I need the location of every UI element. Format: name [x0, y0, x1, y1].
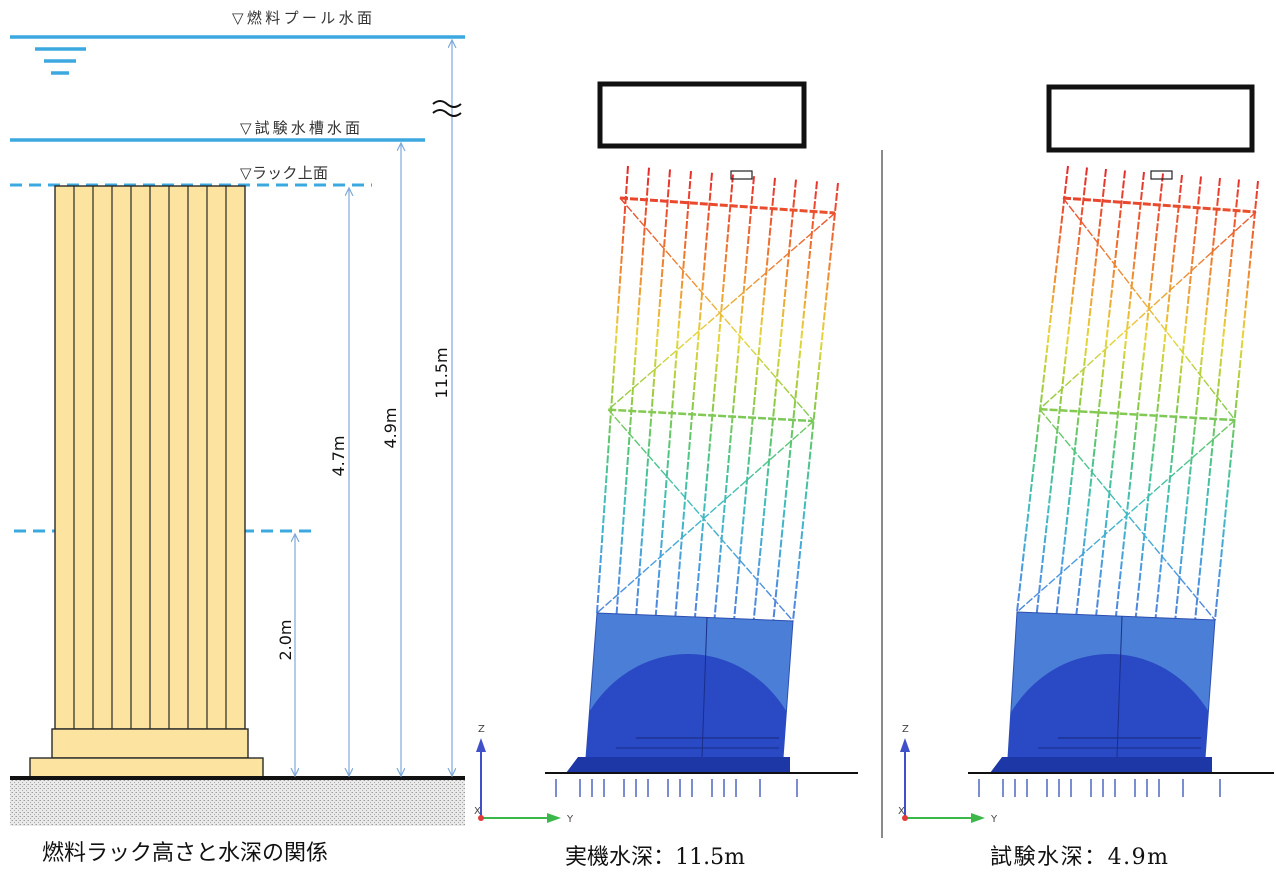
top-frame-bar [619, 196, 836, 215]
lower-cross-brace [596, 420, 815, 614]
y-axis-arrowhead [971, 813, 985, 823]
upper-cross-brace [1039, 211, 1257, 410]
y-axis-label: Y [990, 814, 998, 825]
y-axis-label: Y [566, 814, 574, 825]
rack-cell-dividers [73, 186, 227, 729]
rack-cell-wall-line [1095, 171, 1145, 616]
x-axis-label: X [474, 806, 481, 817]
rack-cell-wall-line [674, 172, 713, 617]
rack-cell-wall-line [733, 177, 776, 619]
top-handle-box [730, 170, 753, 180]
fem-panel-test-depth: Z Y X 試験水深：4.9m [898, 84, 1274, 870]
coordinate-axis-triad: Z Y X [474, 724, 574, 825]
masked-label-box [597, 81, 807, 149]
test-depth-caption: 試験水深：4.9m [990, 845, 1168, 870]
rack-cell-wall-line [1075, 170, 1126, 615]
origin-dot [902, 815, 908, 821]
dimension-label-2m: 2.0m [276, 619, 295, 660]
fem-rack-deformation-plot [545, 165, 858, 797]
rack-cell-wall-line [654, 171, 692, 616]
base-contour-group [1008, 616, 1215, 758]
rack-cell-wall-line [713, 176, 755, 618]
actual-depth-caption: 実機水深：11.5m [565, 845, 745, 870]
middle-frame-bar [608, 408, 814, 423]
middle-frame-bar [1039, 407, 1236, 422]
rack-cell-wall-line [752, 179, 797, 620]
fem-panel-actual-depth: Z Y X 実機水深：11.5m [474, 81, 858, 870]
break-mark-wave [432, 100, 462, 108]
rack-cell-wall-line [1035, 167, 1088, 613]
rack-cell-wall-line [1016, 165, 1069, 613]
pool-floor-hatch [10, 780, 465, 826]
contour-dome [1008, 654, 1215, 758]
upper-cross-brace [607, 212, 836, 411]
fem-rack-deformation-plot [968, 165, 1274, 797]
rack-cell-wall-line [1115, 173, 1164, 617]
rack-cell-wall-line [615, 167, 650, 614]
test-tank-water-surface-label: ▽試験水槽水面 [240, 119, 360, 137]
lower-cross-brace [607, 409, 794, 622]
base-contour-group [586, 617, 793, 758]
water-surface-symbol-icon [35, 47, 86, 75]
dimension-label-11-5m: 11.5m [432, 347, 451, 398]
break-mark-wave [432, 109, 462, 117]
top-frame-bar [1062, 196, 1257, 214]
y-axis-arrowhead [547, 813, 561, 823]
rack-cell-wall-line [596, 165, 629, 614]
z-axis-label: Z [902, 724, 909, 735]
dimension-label-4-9m: 4.9m [381, 407, 400, 448]
z-axis-arrowhead [476, 738, 486, 752]
contour-dome [586, 654, 793, 758]
z-axis-label: Z [478, 724, 485, 735]
rack-top-label: ▽ラック上面 [240, 164, 328, 182]
rack-cell-wall-line [635, 169, 671, 615]
rack-schematic: ▽燃料プール水面 ▽試験水槽水面 ▽ラック上面 [10, 9, 465, 866]
x-axis-label: X [898, 806, 905, 817]
fuel-pool-water-surface-label: ▽燃料プール水面 [232, 9, 372, 27]
coordinate-axis-triad: Z Y X [898, 724, 998, 825]
rack-cell-wall-line [1194, 179, 1240, 620]
rack-lower-plinth [29, 757, 264, 779]
upper-cross-brace [619, 197, 815, 422]
rack-cell-wall-line [792, 182, 839, 622]
break-mark-icon [432, 100, 462, 117]
rack-cell-wall-line [1174, 177, 1221, 619]
top-handle-box [1150, 170, 1173, 180]
inner-member-line [701, 617, 708, 758]
inner-member-line [1116, 616, 1123, 758]
rack-cell-wall-line [694, 174, 734, 618]
dimension-label-4-7m: 4.7m [329, 435, 348, 476]
rack-cell-wall-line [1134, 174, 1183, 617]
base-plate [566, 757, 790, 773]
masked-label-box [1046, 84, 1255, 153]
rack-cell-wall-line [1214, 180, 1259, 621]
base-plate [990, 757, 1212, 773]
rack-cell-wall-line [1154, 176, 1202, 618]
rack-cell-wall-line [1055, 168, 1107, 614]
lower-cross-brace [1016, 419, 1236, 613]
rack-upper-plinth [51, 728, 249, 759]
schematic-caption: 燃料ラック高さと水深の関係 [42, 841, 328, 866]
origin-dot [478, 815, 484, 821]
z-axis-arrowhead [900, 738, 910, 752]
